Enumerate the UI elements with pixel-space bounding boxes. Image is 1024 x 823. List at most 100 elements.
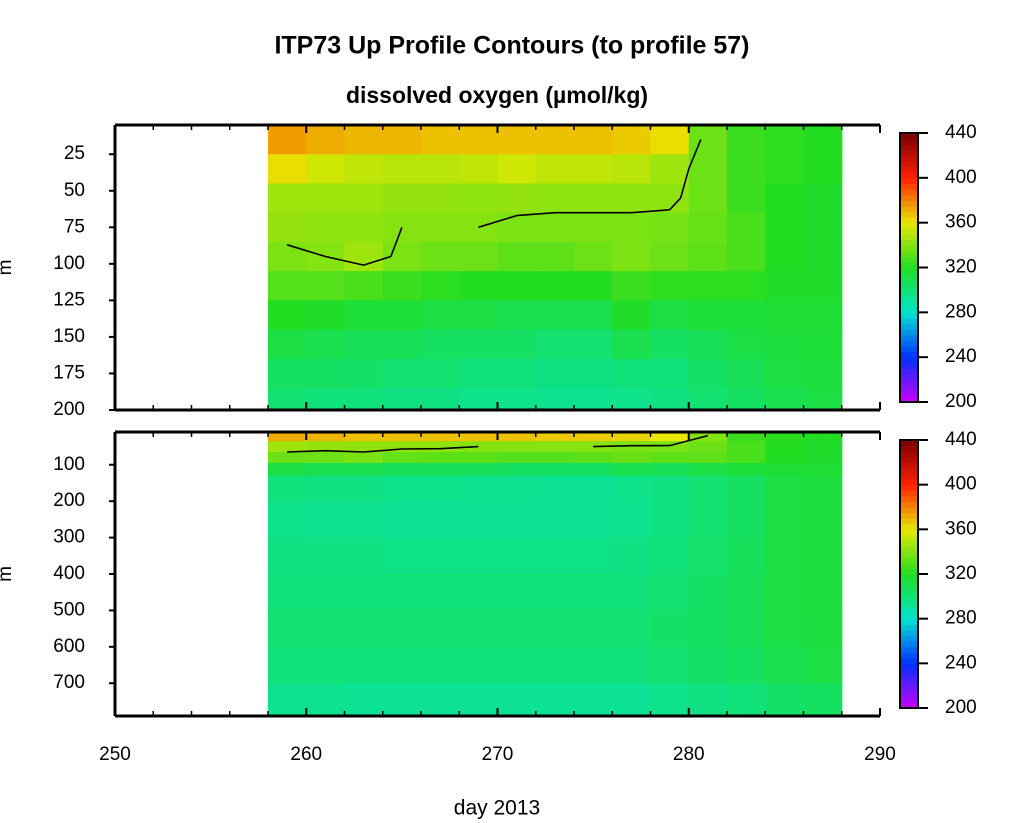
heatmap-cell	[688, 574, 728, 612]
heatmap-cell	[344, 183, 384, 214]
heatmap-cell	[612, 271, 652, 301]
colorbar-band	[900, 445, 918, 452]
heatmap-cell	[612, 241, 652, 272]
y-tick-label: 125	[53, 289, 85, 310]
heatmap-cell	[803, 154, 843, 185]
heatmap-cell	[650, 212, 690, 243]
heatmap-cell	[421, 300, 460, 331]
y-tick-label: 100	[53, 454, 85, 475]
heatmap-cell	[268, 358, 307, 389]
heatmap-cell	[727, 154, 766, 185]
heatmap-cell	[344, 271, 384, 301]
heatmap-cell	[421, 183, 460, 214]
heatmap-cell	[459, 646, 499, 684]
heatmap-cell	[574, 329, 613, 360]
heatmap-cell	[344, 125, 384, 155]
colorbar-band	[900, 256, 918, 263]
heatmap-cell	[535, 300, 575, 331]
colorbar-band	[900, 473, 918, 480]
colorbar-band	[900, 691, 918, 698]
heatmap-cell	[612, 441, 652, 453]
heatmap-cell	[612, 212, 652, 243]
heatmap-cell	[650, 462, 690, 477]
heatmap-cell	[688, 475, 728, 502]
colorbar-band	[900, 629, 918, 637]
colorbar-band	[900, 696, 918, 704]
heatmap-cell	[574, 574, 613, 612]
heatmap-cell	[765, 183, 805, 214]
y-tick-label: 200	[53, 399, 85, 420]
heatmap-cell	[574, 462, 613, 477]
heatmap-cell	[344, 388, 384, 411]
heatmap-cell	[421, 683, 460, 717]
colorbar-band	[900, 590, 918, 597]
x-axis-label: day 2013	[454, 797, 540, 820]
heatmap-cell	[459, 452, 499, 464]
heatmap-cell	[803, 683, 843, 717]
heatmap-cell	[765, 432, 805, 442]
heatmap-cell	[421, 441, 460, 453]
heatmap-cell	[344, 358, 384, 389]
heatmap-cell	[727, 212, 766, 243]
colorbar-band	[900, 507, 918, 514]
heatmap-cell	[727, 183, 766, 214]
colorbar-band	[900, 484, 918, 491]
colorbar-tick-label: 240	[945, 652, 977, 673]
heatmap-cell	[612, 300, 652, 331]
heatmap-cell	[535, 212, 575, 243]
heatmap-cell	[727, 300, 766, 331]
colorbar-band	[900, 189, 918, 196]
heatmap-cell	[497, 183, 537, 214]
heatmap-cell	[497, 125, 537, 155]
heatmap-cell	[688, 358, 728, 389]
colorbar-tick-label: 400	[945, 167, 977, 188]
colorbar-band	[900, 317, 918, 325]
colorbar-band	[900, 340, 918, 347]
colorbar-band	[900, 222, 918, 229]
colorbar-band	[900, 624, 918, 631]
colorbar-tick-label: 320	[945, 257, 977, 278]
colorbar-band	[900, 211, 918, 218]
heatmap-cell	[612, 452, 652, 464]
heatmap-cell	[803, 452, 843, 464]
heatmap-cell	[344, 610, 384, 648]
heatmap-cell	[306, 462, 346, 477]
heatmap-cell	[306, 537, 346, 575]
heatmap-cell	[268, 537, 307, 575]
colorbar-band	[900, 368, 918, 375]
heatmap-cell	[535, 388, 575, 411]
colorbar-band	[900, 562, 918, 570]
heatmap-cell	[612, 574, 652, 612]
heatmap-cell	[574, 271, 613, 301]
heatmap-cell	[803, 610, 843, 648]
heatmap-cell	[497, 537, 537, 575]
colorbar-band	[900, 233, 918, 241]
heatmap-cell	[574, 183, 613, 214]
heatmap-cell	[344, 537, 384, 575]
heatmap-cell	[459, 441, 499, 453]
y-tick-label: 700	[53, 672, 85, 693]
y-tick-label: 50	[64, 180, 85, 201]
colorbar-band	[900, 601, 918, 609]
heatmap-cell	[612, 329, 652, 360]
heatmap-cell	[421, 329, 460, 360]
heatmap-cell	[574, 646, 613, 684]
heatmap-cell	[535, 441, 575, 453]
heatmap-cell	[306, 574, 346, 612]
heatmap-cell	[306, 646, 346, 684]
heatmap-cell	[268, 475, 307, 502]
heatmap-cell	[344, 212, 384, 243]
heatmap-cell	[421, 574, 460, 612]
heatmap-cell	[306, 212, 346, 243]
heatmap-cell	[803, 183, 843, 214]
heatmap-cell	[459, 125, 499, 155]
heatmap-cell	[497, 646, 537, 684]
colorbar-band	[900, 529, 918, 536]
heatmap-cell	[497, 388, 537, 411]
colorbar-band	[900, 172, 918, 179]
heatmap-cell	[688, 212, 728, 243]
heatmap-cell	[535, 241, 575, 272]
colorbar-tick-label: 320	[945, 563, 977, 584]
heatmap-cell	[306, 475, 346, 502]
heatmap-cell	[727, 462, 766, 477]
